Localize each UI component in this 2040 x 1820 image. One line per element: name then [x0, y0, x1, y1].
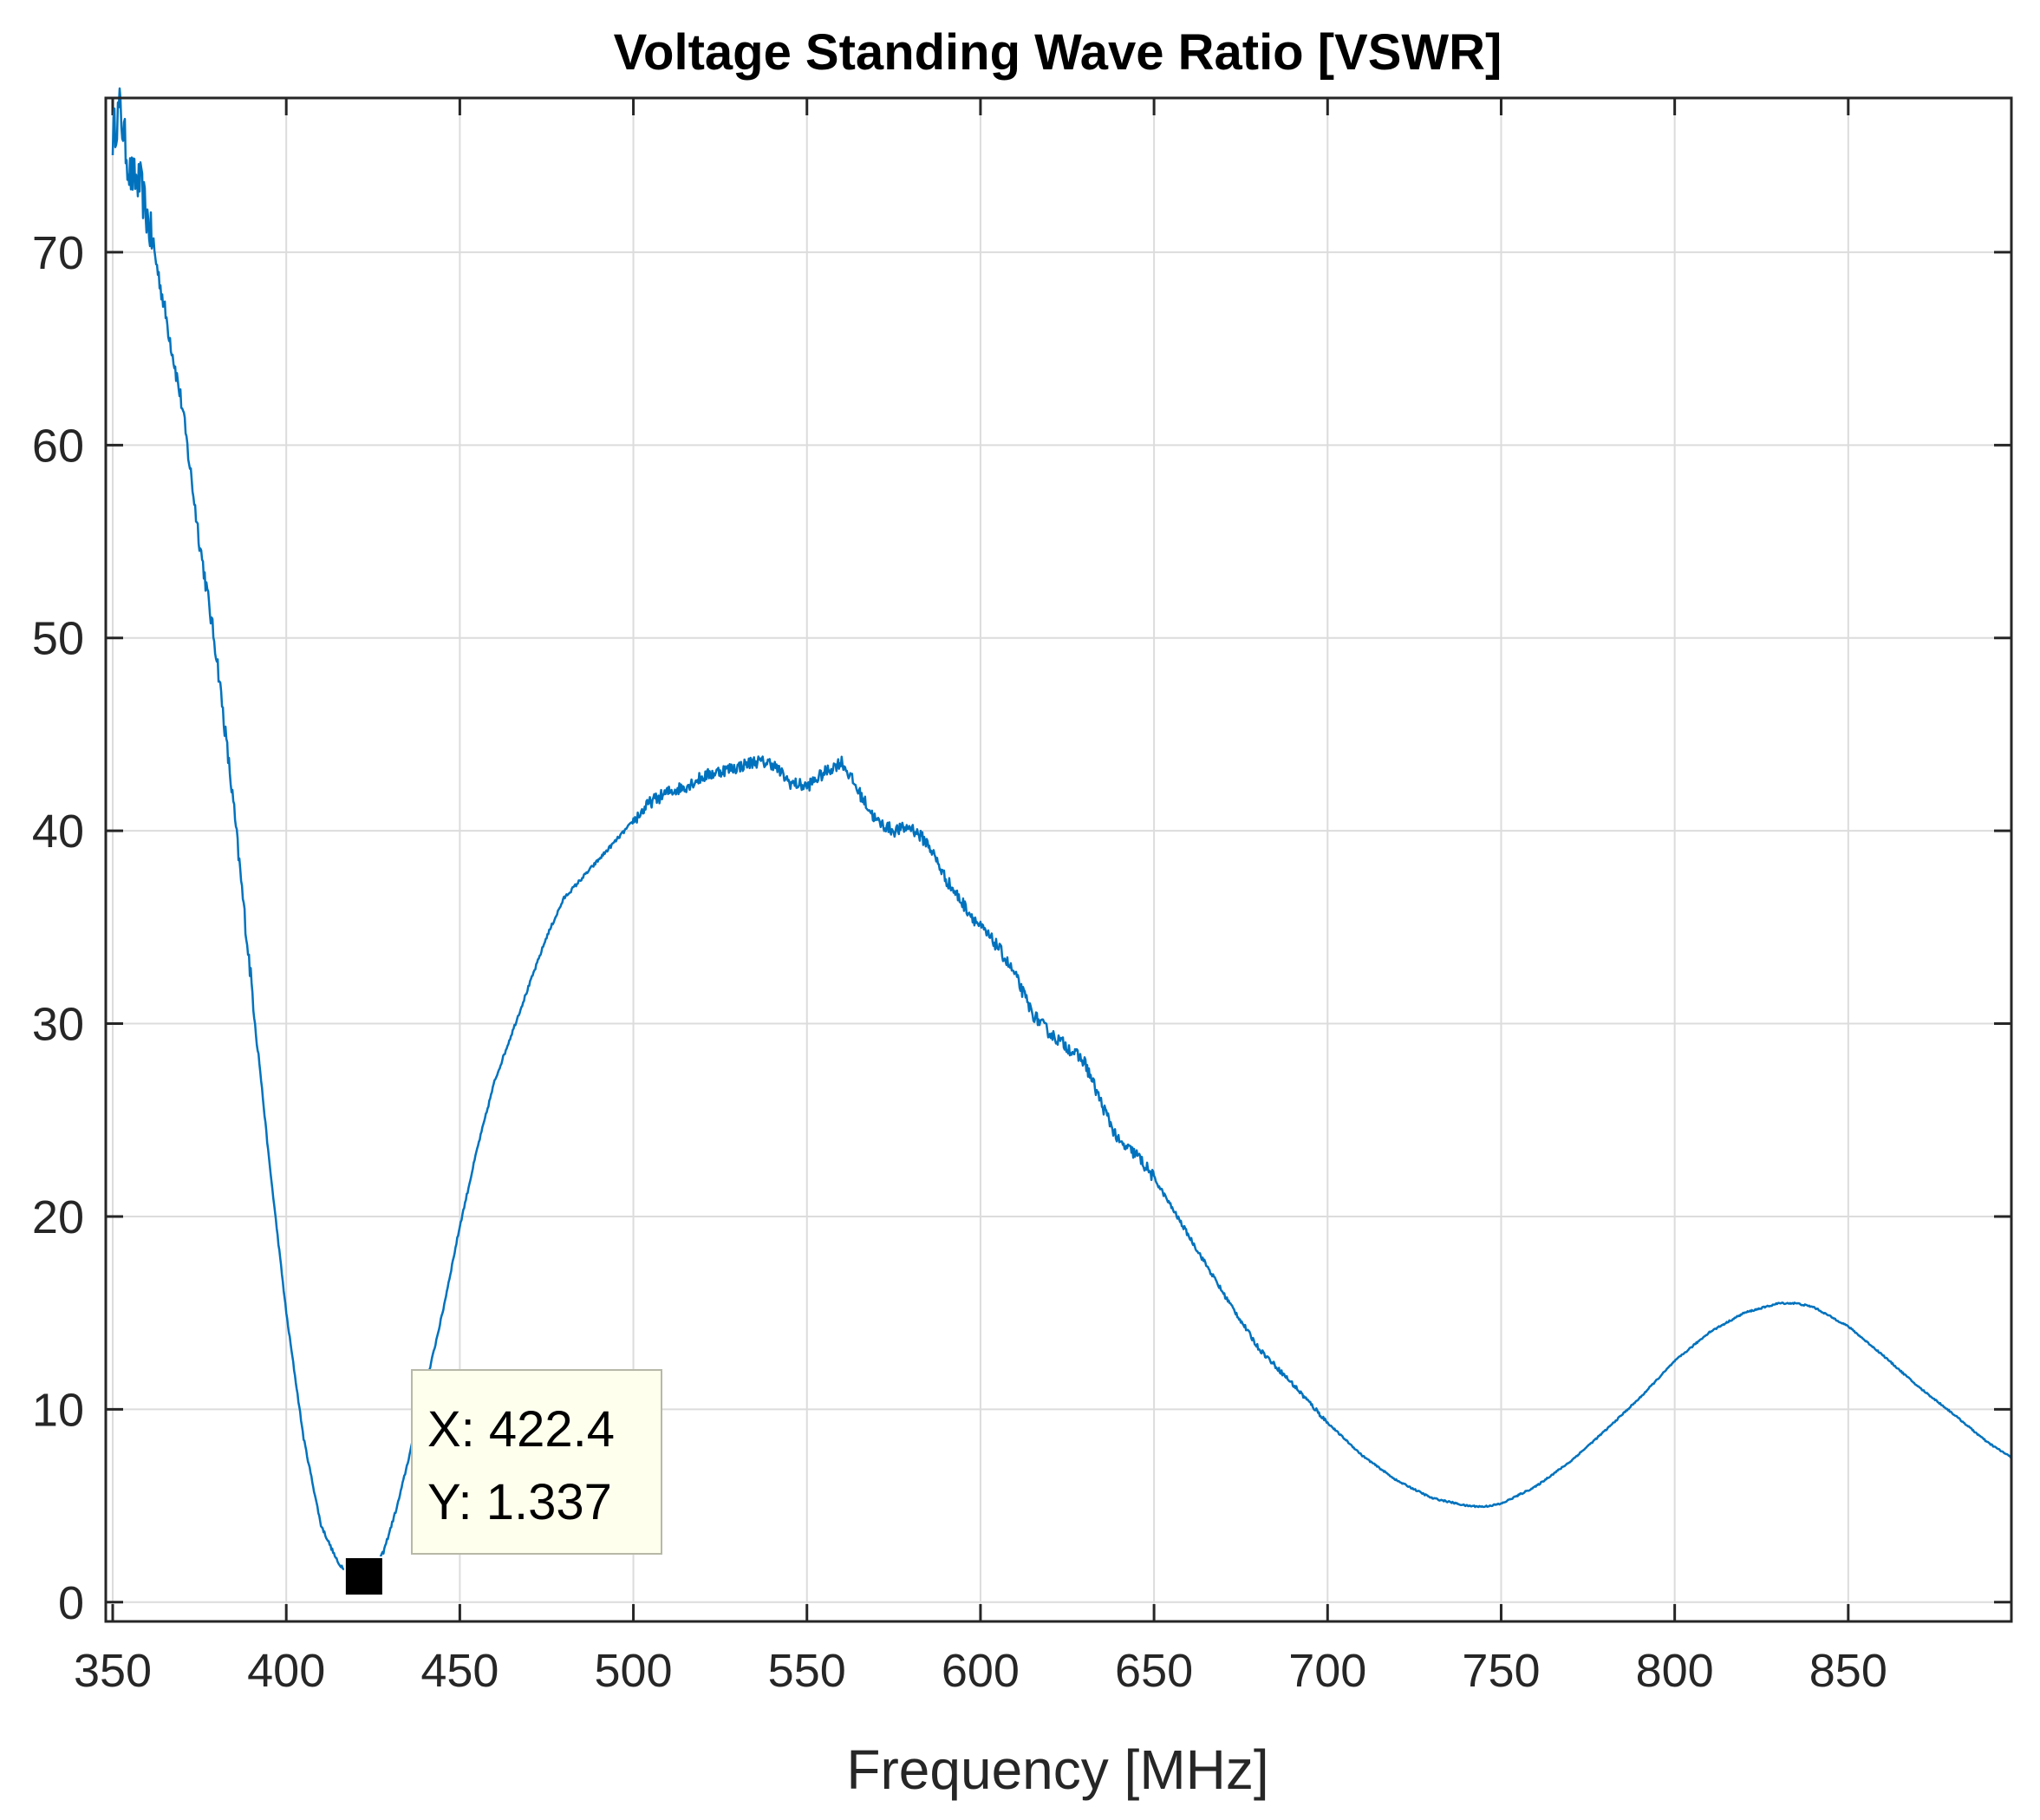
y-tick-label: 20 — [32, 1191, 84, 1243]
x-axis-label: Frequency [MHz] — [846, 1738, 1268, 1801]
x-tick-label: 850 — [1809, 1645, 1887, 1697]
x-tick-label: 700 — [1288, 1645, 1366, 1697]
y-tick-label: 30 — [32, 999, 84, 1051]
grid-lines — [106, 98, 2011, 1621]
tick-marks — [106, 98, 2011, 1621]
datatip-marker[interactable] — [343, 1556, 384, 1597]
y-tick-label: 0 — [58, 1577, 84, 1629]
datatip-x-label: X: 422.4 — [427, 1401, 615, 1458]
x-tick-label: 450 — [420, 1645, 499, 1697]
y-tick-label: 40 — [32, 806, 84, 858]
x-tick-labels: 350 400 450 500 550 600 650 700 750 800 850 — [74, 1645, 1887, 1697]
x-tick-label: 800 — [1636, 1645, 1714, 1697]
plot-area — [106, 98, 2011, 1621]
y-tick-label: 50 — [32, 613, 84, 665]
datatip-y-label: Y: 1.337 — [427, 1474, 612, 1530]
plot-frame — [104, 96, 2013, 1623]
chart-title: Voltage Standing Wave Ratio [VSWR] — [614, 24, 1502, 81]
x-tick-label: 600 — [942, 1645, 1020, 1697]
x-tick-label: 650 — [1115, 1645, 1193, 1697]
y-tick-labels: 0 10 20 30 40 50 60 70 — [32, 227, 84, 1629]
x-tick-label: 500 — [594, 1645, 672, 1697]
datatip[interactable]: X: 422.4 Y: 1.337 — [411, 1369, 662, 1555]
datatip-box — [411, 1369, 662, 1555]
x-tick-label: 350 — [74, 1645, 152, 1697]
y-tick-label: 70 — [32, 227, 84, 279]
y-tick-label: 10 — [32, 1384, 84, 1436]
x-tick-label: 550 — [768, 1645, 846, 1697]
x-tick-label: 750 — [1462, 1645, 1540, 1697]
y-tick-label: 60 — [32, 420, 84, 472]
x-tick-label: 400 — [247, 1645, 325, 1697]
